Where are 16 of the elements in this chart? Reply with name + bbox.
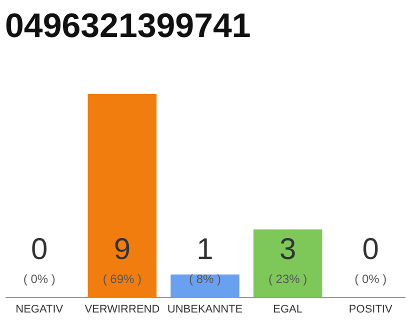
- x-tick-label: NEGATIV: [16, 304, 64, 316]
- x-tick-label: UNBEKANNTE: [167, 304, 243, 316]
- x-tick-label: EGAL: [273, 304, 302, 316]
- x-tick-label: POSITIV: [348, 304, 393, 316]
- data-label: 3: [279, 233, 296, 266]
- annotation: ( 8% ): [188, 272, 222, 286]
- annotation: ( 23% ): [268, 272, 308, 286]
- annotation: ( 69% ): [102, 272, 142, 286]
- annotation: ( 0% ): [354, 272, 387, 286]
- data-label: 0: [31, 233, 48, 266]
- annotation: ( 0% ): [23, 272, 56, 286]
- data-label: 9: [114, 233, 131, 266]
- x-tick-label: VERWIRREND: [84, 304, 160, 316]
- data-label: 1: [196, 233, 214, 266]
- data-label: 0: [362, 233, 379, 266]
- chart-title: 0496321399741: [5, 7, 251, 45]
